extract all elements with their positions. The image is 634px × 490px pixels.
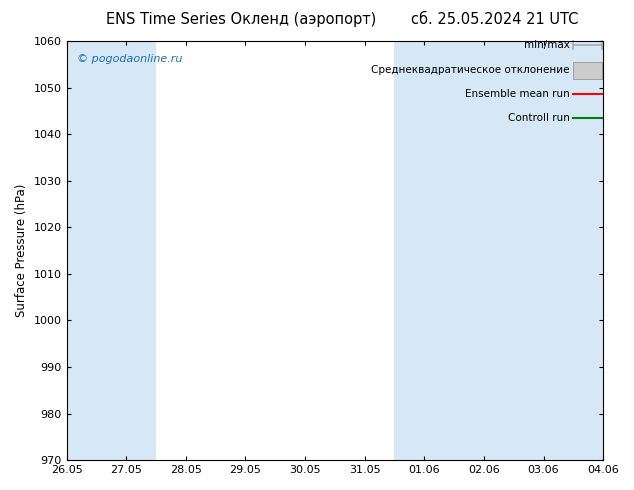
- Bar: [454, 41, 514, 460]
- Text: Ensemble mean run: Ensemble mean run: [465, 89, 570, 99]
- Bar: [573, 62, 602, 79]
- Text: ENS Time Series Окленд (аэропорт): ENS Time Series Окленд (аэропорт): [106, 12, 376, 27]
- Bar: [514, 41, 573, 460]
- Text: © pogodaonline.ru: © pogodaonline.ru: [77, 53, 183, 64]
- Text: min/max: min/max: [524, 40, 570, 50]
- Text: Среднеквадратическое отклонение: Среднеквадратическое отклонение: [372, 65, 570, 74]
- Text: Controll run: Controll run: [508, 113, 570, 123]
- Text: сб. 25.05.2024 21 UTC: сб. 25.05.2024 21 UTC: [411, 12, 578, 27]
- Bar: [573, 41, 603, 460]
- Y-axis label: Surface Pressure (hPa): Surface Pressure (hPa): [15, 184, 28, 318]
- Bar: [394, 41, 454, 460]
- Bar: [67, 41, 96, 460]
- Bar: [96, 41, 156, 460]
